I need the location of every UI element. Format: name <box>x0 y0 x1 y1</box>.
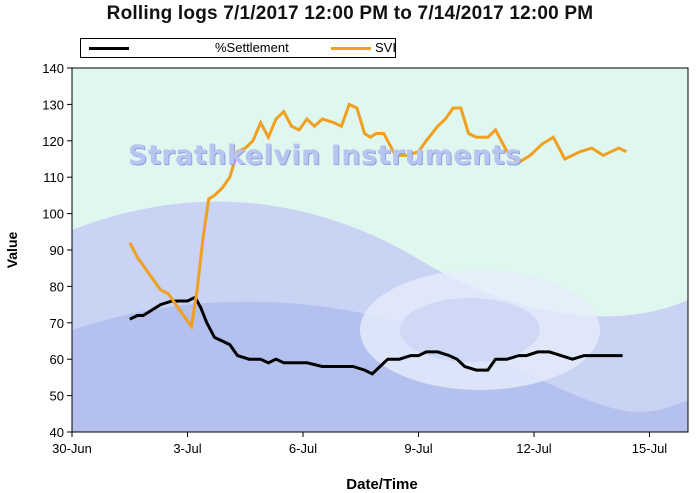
y-tick-label: 40 <box>50 425 64 440</box>
legend: %Settlement SVI <box>80 38 396 58</box>
y-tick-label: 130 <box>42 97 64 112</box>
series-layer <box>128 102 628 376</box>
y-tick-label: 120 <box>42 134 64 149</box>
y-tick-label: 110 <box>43 170 64 185</box>
legend-label-svi: SVI <box>375 40 396 55</box>
x-tick-label: 3-Jul <box>173 441 201 456</box>
chart-title: Rolling logs 7/1/2017 12:00 PM to 7/14/2… <box>106 3 594 24</box>
x-tick-label: 9-Jul <box>404 441 432 456</box>
x-tick-label: 6-Jul <box>289 441 317 456</box>
y-tick-label: 60 <box>50 352 64 367</box>
y-tick-label: 140 <box>42 61 64 76</box>
y-tick-label: 80 <box>50 279 64 294</box>
x-axis: 30-Jun 3-Jul 6-Jul 9-Jul 12-Jul 15-Jul <box>52 432 667 456</box>
series-line-svi <box>128 102 628 331</box>
legend-swatch-svi <box>331 47 371 50</box>
x-tick-label: 30-Jun <box>52 441 92 456</box>
x-axis-label: Date/Time <box>346 476 417 493</box>
x-tick-label: 15-Jul <box>632 441 668 456</box>
x-tick-label: 12-Jul <box>516 441 552 456</box>
series-line-settlement <box>129 295 623 376</box>
plot-background <box>72 68 688 432</box>
y-tick-label: 50 <box>50 389 64 404</box>
y-tick-label: 70 <box>50 316 64 331</box>
legend-swatch-settlement <box>89 47 129 50</box>
y-axis: 40 50 60 70 80 90 100 110 120 130 140 <box>42 61 72 440</box>
legend-label-settlement: %Settlement <box>215 40 289 55</box>
y-axis-label: Value <box>4 232 20 269</box>
watermark-logo: Strathkelvin Instruments <box>128 140 522 171</box>
y-tick-label: 100 <box>42 207 64 222</box>
y-tick-label: 90 <box>50 243 64 258</box>
